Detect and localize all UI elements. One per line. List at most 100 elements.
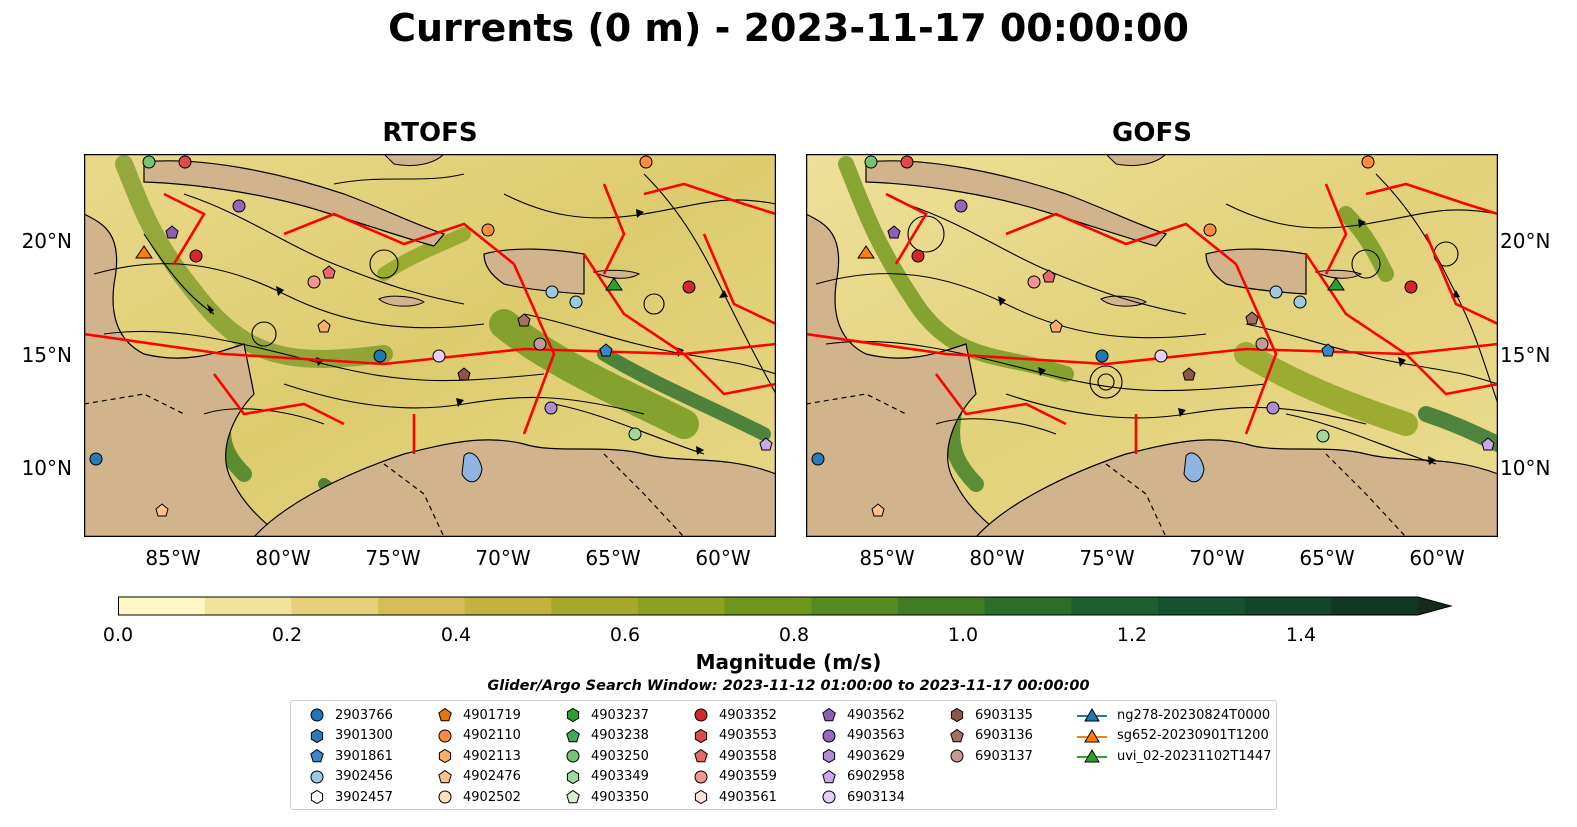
legend-label: sg652-20230901T1200: [1117, 728, 1269, 744]
colorbar-segment: [1158, 597, 1246, 615]
legend-item: 4903237: [565, 705, 649, 725]
colorbar-segment: [204, 597, 292, 615]
legend-label: 4902110: [463, 728, 521, 744]
colorbar-segment: [1244, 597, 1332, 615]
triangle-line-marker-icon: [1077, 708, 1107, 722]
legend-label: 4903237: [591, 707, 649, 723]
colorbar-segment: [1071, 597, 1159, 615]
legend-item: 4903563: [821, 726, 905, 746]
lon-label-60w-rtofs: 60°W: [695, 546, 751, 570]
legend-item: 4903562: [821, 705, 905, 725]
legend-label: 4903562: [847, 707, 905, 723]
pentagon-marker-icon: [438, 769, 452, 784]
legend-item: 4903553: [693, 726, 777, 746]
pentagon-marker-icon: [310, 749, 324, 763]
pentagon-marker-icon: [694, 749, 708, 763]
circle-marker-icon: [822, 729, 836, 743]
hexagon-marker-icon: [566, 707, 580, 723]
legend-item: 4903349: [565, 767, 649, 787]
lat-label-10n-right: 10°N: [1500, 456, 1551, 480]
circle-marker-icon: [950, 749, 964, 763]
legend-label: 3901861: [335, 748, 393, 764]
colorbar-tick-6: 1.2: [1116, 624, 1148, 646]
circle-marker-icon: [694, 708, 708, 722]
hexagon-marker-icon: [438, 749, 452, 764]
lon-label-70w-gofs: 70°W: [1189, 546, 1245, 570]
legend-label: 4903238: [591, 728, 649, 744]
colorbar-extend-arrow: [1418, 597, 1451, 615]
legend-item: 4903558: [693, 746, 777, 766]
lat-label-10n-left: 10°N: [21, 456, 72, 480]
legend-label: 4903553: [719, 728, 777, 744]
legend-item: 4902113: [437, 746, 521, 766]
legend-label: 4901719: [463, 707, 521, 723]
colorbar-tick-2: 0.4: [440, 624, 472, 646]
legend-label: 4903559: [719, 769, 777, 785]
hexagon-marker-icon: [822, 749, 836, 764]
hexagon-marker-icon: [310, 790, 324, 805]
legend-item: 4903352: [693, 705, 777, 725]
legend-item: 6902958: [821, 767, 905, 787]
legend-item: uvi_02-20231102T1447: [1077, 746, 1271, 766]
legend-label: 4903352: [719, 707, 777, 723]
circle-marker-icon: [438, 729, 452, 743]
hexagon-marker-icon: [566, 769, 580, 784]
search-window-text: Glider/Argo Search Window: 2023-11-12 01…: [487, 678, 1090, 694]
lon-label-75w-gofs: 75°W: [1079, 546, 1135, 570]
colorbar-segment: [291, 597, 379, 615]
colorbar-tick-3: 0.6: [609, 624, 641, 646]
legend-label: 4902113: [463, 748, 521, 764]
hexagon-marker-icon: [694, 790, 708, 805]
lon-label-80w-rtofs: 80°W: [255, 546, 311, 570]
hexagon-marker-icon: [694, 728, 708, 743]
colorbar-segment: [638, 597, 726, 615]
triangle-line-marker-icon: [1077, 749, 1107, 763]
legend-item: 4902476: [437, 767, 521, 787]
legend-item: 4903238: [565, 726, 649, 746]
colorbar-tick-1: 0.2: [271, 624, 303, 646]
legend-item: 6903135: [949, 705, 1033, 725]
colorbar-tick-4: 0.8: [778, 624, 810, 646]
legend-label: uvi_02-20231102T1447: [1117, 748, 1272, 764]
legend-item: 3901300: [309, 726, 393, 746]
lon-label-70w-rtofs: 70°W: [475, 546, 531, 570]
pentagon-marker-icon: [438, 707, 452, 722]
hexagon-marker-icon: [310, 728, 324, 743]
lat-label-15n-right: 15°N: [1500, 343, 1551, 367]
circle-marker-icon: [566, 749, 580, 763]
legend-label: 4903250: [591, 748, 649, 764]
legend-item: 3902456: [309, 767, 393, 787]
pentagon-marker-icon: [566, 790, 580, 804]
legend-label: 4902476: [463, 769, 521, 785]
colorbar-tick-7: 1.4: [1285, 624, 1317, 646]
legend-item: 4903350: [565, 787, 649, 807]
colorbar-tick-0: 0.0: [102, 624, 134, 646]
colorbar-tick-5: 1.0: [947, 624, 979, 646]
gofs-map: [806, 154, 1498, 537]
circle-marker-icon: [694, 770, 708, 784]
triangle-line-marker-icon: [1077, 728, 1107, 743]
legend-label: 4903350: [591, 789, 649, 805]
legend-label: 6902958: [847, 769, 905, 785]
lat-label-20n-left: 20°N: [21, 229, 72, 253]
lat-label-15n-left: 15°N: [21, 343, 72, 367]
legend-label: 6903135: [975, 707, 1033, 723]
legend-item: 4903629: [821, 746, 905, 766]
gofs-panel-title: GOFS: [1112, 118, 1192, 148]
colorbar-segment: [1331, 597, 1419, 615]
lon-label-60w-gofs: 60°W: [1409, 546, 1465, 570]
legend-item: 3901861: [309, 746, 393, 766]
pentagon-marker-icon: [950, 728, 964, 742]
colorbar-segment: [898, 597, 986, 615]
lon-label-75w-rtofs: 75°W: [365, 546, 421, 570]
legend-label: 6903134: [847, 789, 905, 805]
legend-item: 4902502: [437, 787, 521, 807]
legend-label: 4903558: [719, 748, 777, 764]
colorbar-segment: [464, 597, 552, 615]
colorbar: [118, 596, 1453, 616]
legend-label: 2903766: [335, 707, 393, 723]
legend-label: 3901300: [335, 728, 393, 744]
figure-title: Currents (0 m) - 2023-11-17 00:00:00: [388, 6, 1189, 50]
circle-marker-icon: [310, 708, 324, 722]
pentagon-marker-icon: [822, 707, 836, 722]
